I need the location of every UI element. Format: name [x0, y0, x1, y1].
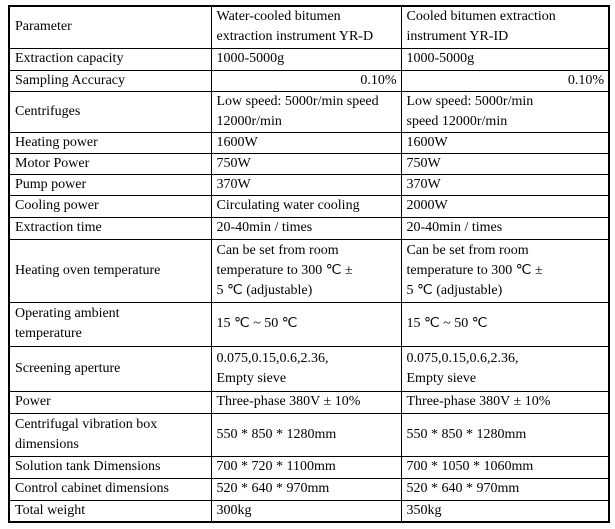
value-yr-id: 700 * 1050 * 1060mm [400, 455, 610, 479]
row-cooling-power: Cooling power Circulating water cooling … [8, 194, 610, 218]
spec-table: Parameter Water-cooled bitumen extractio… [8, 5, 610, 523]
value-yr-id: Three-phase 380V ± 10% [400, 390, 610, 414]
row-heating-power: Heating power 1600W 1600W [8, 131, 610, 154]
value-yr-id: 1000-5000g [400, 47, 610, 71]
header-parameter: Parameter [8, 5, 212, 49]
header-instrument-yr-d: Water-cooled bitumen extraction instrume… [210, 5, 402, 49]
param-label: Solution tank Dimensions [8, 455, 212, 479]
value-yr-id: Low speed: 5000r/min speed 12000r/min [400, 90, 610, 133]
row-control-cabinet-dimensions: Control cabinet dimensions 520 * 640 * 9… [8, 477, 610, 501]
value-yr-d: 700 * 720 * 1100mm [210, 455, 402, 479]
param-label: Extraction capacity [8, 47, 212, 71]
value-yr-id: Can be set from room temperature to 300 … [400, 238, 610, 303]
value-yr-d: 0.075,0.15,0.6,2.36, Empty sieve [210, 345, 402, 392]
value-yr-d: 15 ℃ ~ 50 ℃ [210, 301, 402, 347]
row-extraction-capacity: Extraction capacity 1000-5000g 1000-5000… [8, 47, 610, 71]
row-centrifugal-vibration-box-dimensions: Centrifugal vibration box dimensions 550… [8, 412, 610, 457]
value-yr-id: 550 * 850 * 1280mm [400, 412, 610, 457]
param-label: Heating oven temperature [8, 238, 212, 303]
header-instrument-yr-id: Cooled bitumen extraction instrument YR-… [400, 5, 610, 49]
param-label: Heating power [8, 131, 212, 154]
value-yr-id: 350kg [400, 499, 610, 523]
param-label: Power [8, 390, 212, 414]
param-label: Screening aperture [8, 345, 212, 392]
param-label: Centrifuges [8, 90, 212, 133]
row-extraction-time: Extraction time 20-40min / times 20-40mi… [8, 216, 610, 240]
row-centrifuges: Centrifuges Low speed: 5000r/min speed 1… [8, 90, 610, 133]
value-yr-d: 0.10% [210, 69, 402, 92]
value-yr-d: 1600W [210, 131, 402, 154]
value-yr-d: 20-40min / times [210, 216, 402, 240]
param-label: Cooling power [8, 194, 212, 218]
value-yr-id: 0.075,0.15,0.6,2.36, Empty sieve [400, 345, 610, 392]
header-row: Parameter Water-cooled bitumen extractio… [8, 5, 610, 49]
param-label: Total weight [8, 499, 212, 523]
row-total-weight: Total weight 300kg 350kg [8, 499, 610, 523]
row-heating-oven-temperature: Heating oven temperature Can be set from… [8, 238, 610, 303]
param-label: Control cabinet dimensions [8, 477, 212, 501]
value-yr-id: 2000W [400, 194, 610, 218]
row-operating-ambient-temperature: Operating ambient temperature 15 ℃ ~ 50 … [8, 301, 610, 347]
value-yr-d: 370W [210, 173, 402, 196]
row-motor-power: Motor Power 750W 750W [8, 152, 610, 175]
value-yr-d: Three-phase 380V ± 10% [210, 390, 402, 414]
value-yr-id: 1600W [400, 131, 610, 154]
row-pump-power: Pump power 370W 370W [8, 173, 610, 196]
param-label: Sampling Accuracy [8, 69, 212, 92]
row-sampling-accuracy: Sampling Accuracy 0.10% 0.10% [8, 69, 610, 92]
param-label: Extraction time [8, 216, 212, 240]
value-yr-d: 520 * 640 * 970mm [210, 477, 402, 501]
value-yr-d: 300kg [210, 499, 402, 523]
value-yr-id: 20-40min / times [400, 216, 610, 240]
value-yr-d: 550 * 850 * 1280mm [210, 412, 402, 457]
param-label: Pump power [8, 173, 212, 196]
row-solution-tank-dimensions: Solution tank Dimensions 700 * 720 * 110… [8, 455, 610, 479]
param-label: Motor Power [8, 152, 212, 175]
param-label: Centrifugal vibration box dimensions [8, 412, 212, 457]
value-yr-id: 750W [400, 152, 610, 175]
row-power: Power Three-phase 380V ± 10% Three-phase… [8, 390, 610, 414]
value-yr-d: Circulating water cooling [210, 194, 402, 218]
value-yr-d: Can be set from room temperature to 300 … [210, 238, 402, 303]
value-yr-id: 520 * 640 * 970mm [400, 477, 610, 501]
value-yr-d: Low speed: 5000r/min speed 12000r/min [210, 90, 402, 133]
value-yr-id: 15 ℃ ~ 50 ℃ [400, 301, 610, 347]
value-yr-d: 750W [210, 152, 402, 175]
row-screening-aperture: Screening aperture 0.075,0.15,0.6,2.36, … [8, 345, 610, 392]
param-label: Operating ambient temperature [8, 301, 212, 347]
value-yr-id: 370W [400, 173, 610, 196]
value-yr-d: 1000-5000g [210, 47, 402, 71]
value-yr-id: 0.10% [400, 69, 610, 92]
